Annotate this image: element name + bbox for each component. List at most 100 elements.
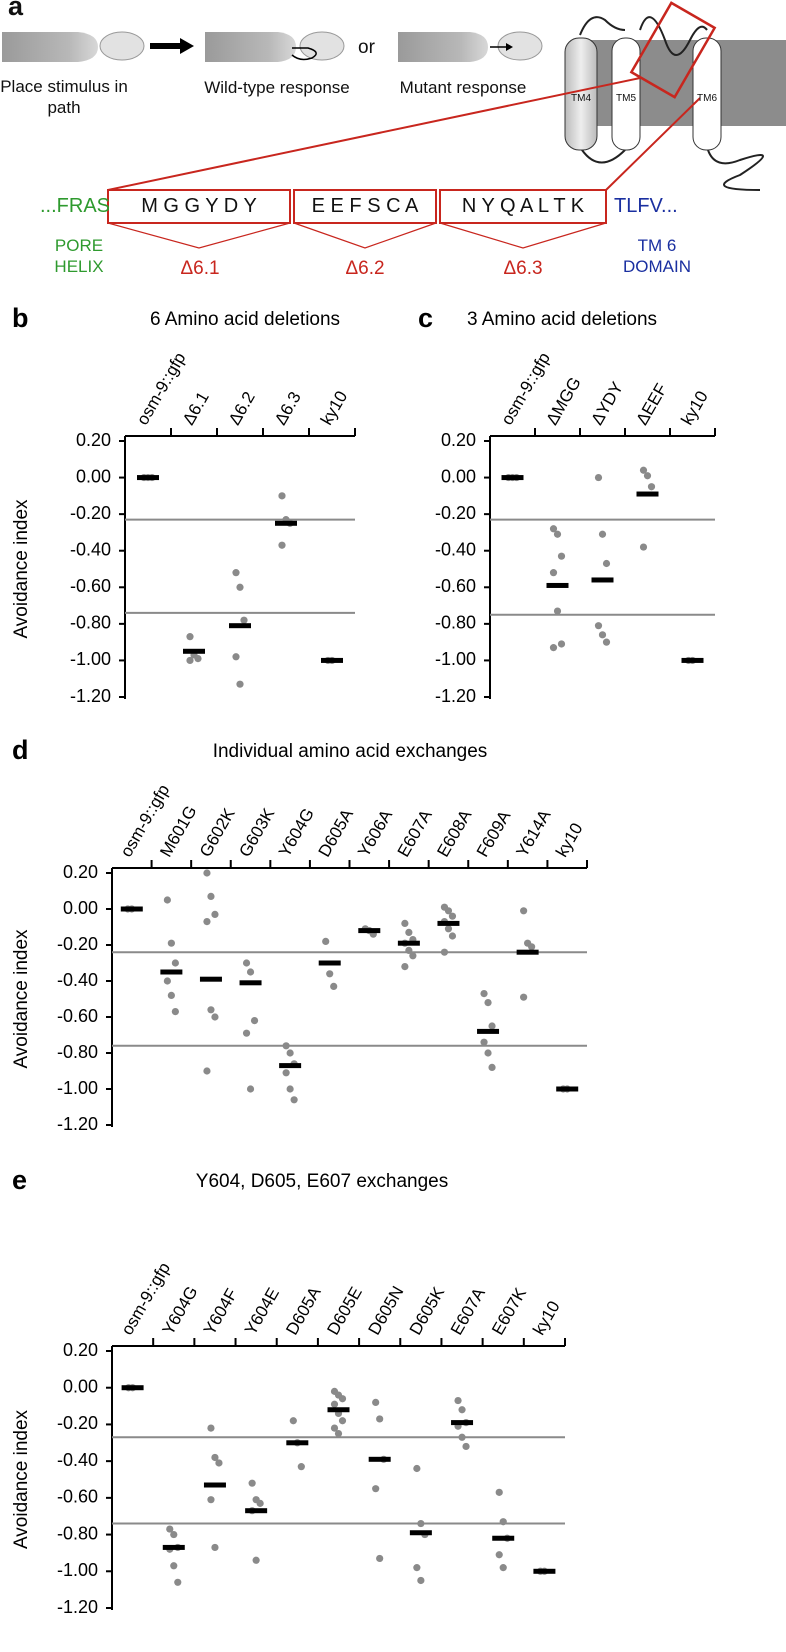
tm-label: TM5 [616, 93, 636, 104]
helix [692, 37, 722, 151]
mean-bar [275, 520, 297, 526]
y-tick-label: -0.60 [435, 576, 476, 596]
segment: N Y Q A L T K [461, 195, 585, 217]
data-point [549, 525, 558, 533]
data-point [282, 1069, 290, 1077]
data-point [248, 1479, 256, 1487]
data-point [286, 1085, 294, 1093]
data-point [598, 530, 607, 538]
data-point [278, 492, 286, 500]
x-tick-label: D605A [282, 1283, 325, 1338]
y-tick-label: -1.00 [70, 649, 111, 669]
deletion-wedge [107, 222, 607, 249]
y-tick-label: -0.40 [70, 539, 111, 559]
panel-label: d [12, 735, 29, 765]
x-tick-label: Δ6.3 [271, 388, 305, 428]
y-tick-label: 0.00 [63, 1376, 98, 1396]
data-point [647, 483, 656, 491]
data-point [528, 943, 536, 951]
panel-label: c [418, 303, 433, 333]
segment: E E F S C A [311, 195, 419, 217]
reversal-path [291, 47, 317, 61]
data-point [602, 638, 611, 646]
x-tick-label: ky10 [529, 1298, 563, 1339]
data-point [495, 1551, 503, 1559]
data-point [480, 990, 488, 998]
tm-label: TM6 [697, 93, 717, 104]
mean-bar [516, 949, 539, 955]
mean-bar [327, 1407, 350, 1413]
data-point [207, 1496, 215, 1504]
data-point [334, 1430, 343, 1438]
y-tick-label: -0.20 [57, 934, 98, 954]
data-point [484, 999, 492, 1007]
mean-bar [203, 1482, 226, 1488]
data-point [458, 1406, 466, 1414]
mean-bar [160, 969, 183, 975]
stimulus [497, 31, 543, 61]
mean-bar [409, 1530, 432, 1536]
data-point [401, 963, 409, 971]
mean-bar [121, 1385, 144, 1391]
data-point [376, 1415, 384, 1423]
data-point [330, 1400, 339, 1408]
data-point [594, 473, 603, 482]
mean-bar [397, 940, 420, 946]
y-tick-label: -1.00 [57, 1078, 98, 1098]
y-tick-label: -0.40 [435, 539, 476, 559]
mean-bar [477, 1028, 500, 1034]
mean-bar [286, 1440, 309, 1446]
data-point [480, 1038, 488, 1046]
x-tick-label: G603K [235, 804, 278, 860]
y-tick-label: -0.80 [57, 1523, 98, 1543]
data-point [549, 569, 558, 577]
data-point [186, 656, 194, 665]
y-tick-label: -0.60 [57, 1006, 98, 1026]
data-point [203, 869, 211, 877]
zoom-box [629, 1, 717, 99]
y-tick-label: -0.60 [57, 1487, 98, 1507]
panel-label: e [12, 1165, 27, 1195]
tm-label: TM4 [571, 93, 591, 104]
data-point [495, 1488, 503, 1496]
y-tick-label: 0.20 [76, 430, 111, 450]
data-point [211, 910, 219, 919]
data-point [163, 977, 171, 985]
data-point [297, 1463, 305, 1471]
data-point [250, 1017, 259, 1025]
data-point [232, 569, 240, 577]
chart-title: Y604, D605, E607 exchanges [196, 1171, 448, 1192]
data-point [170, 1530, 178, 1539]
data-point [167, 939, 175, 947]
y-tick-label: -0.20 [435, 503, 476, 523]
data-point [278, 541, 286, 549]
x-tick-label: D605N [365, 1283, 408, 1338]
data-point [203, 918, 211, 926]
data-point [166, 1525, 174, 1533]
stimulus [99, 31, 145, 61]
data-point [440, 948, 449, 956]
mean-bar [437, 920, 460, 926]
data-point [246, 1085, 255, 1093]
y-tick-label: 0.00 [76, 466, 111, 486]
data-point [520, 993, 528, 1001]
mean-bar [183, 648, 205, 654]
deletion-label: Δ6.2 [345, 258, 385, 279]
x-tick-label: ΔMGG [542, 374, 584, 429]
mean-bar [358, 928, 381, 934]
helix [611, 37, 641, 151]
y-tick-label: -1.00 [57, 1560, 98, 1580]
data-point [256, 1499, 264, 1507]
x-tick-label: ky10 [677, 388, 711, 429]
data-point [170, 1562, 178, 1570]
mean-bar [239, 980, 262, 986]
assay-sketch [2, 31, 543, 62]
x-tick-label: F609A [473, 807, 515, 860]
mean-bar [591, 577, 614, 583]
data-point [462, 1442, 470, 1451]
mean-bar [279, 1063, 302, 1069]
data-point [246, 968, 255, 976]
y-tick-label: -0.40 [57, 1450, 98, 1470]
x-tick-label: Y614A [513, 806, 555, 860]
